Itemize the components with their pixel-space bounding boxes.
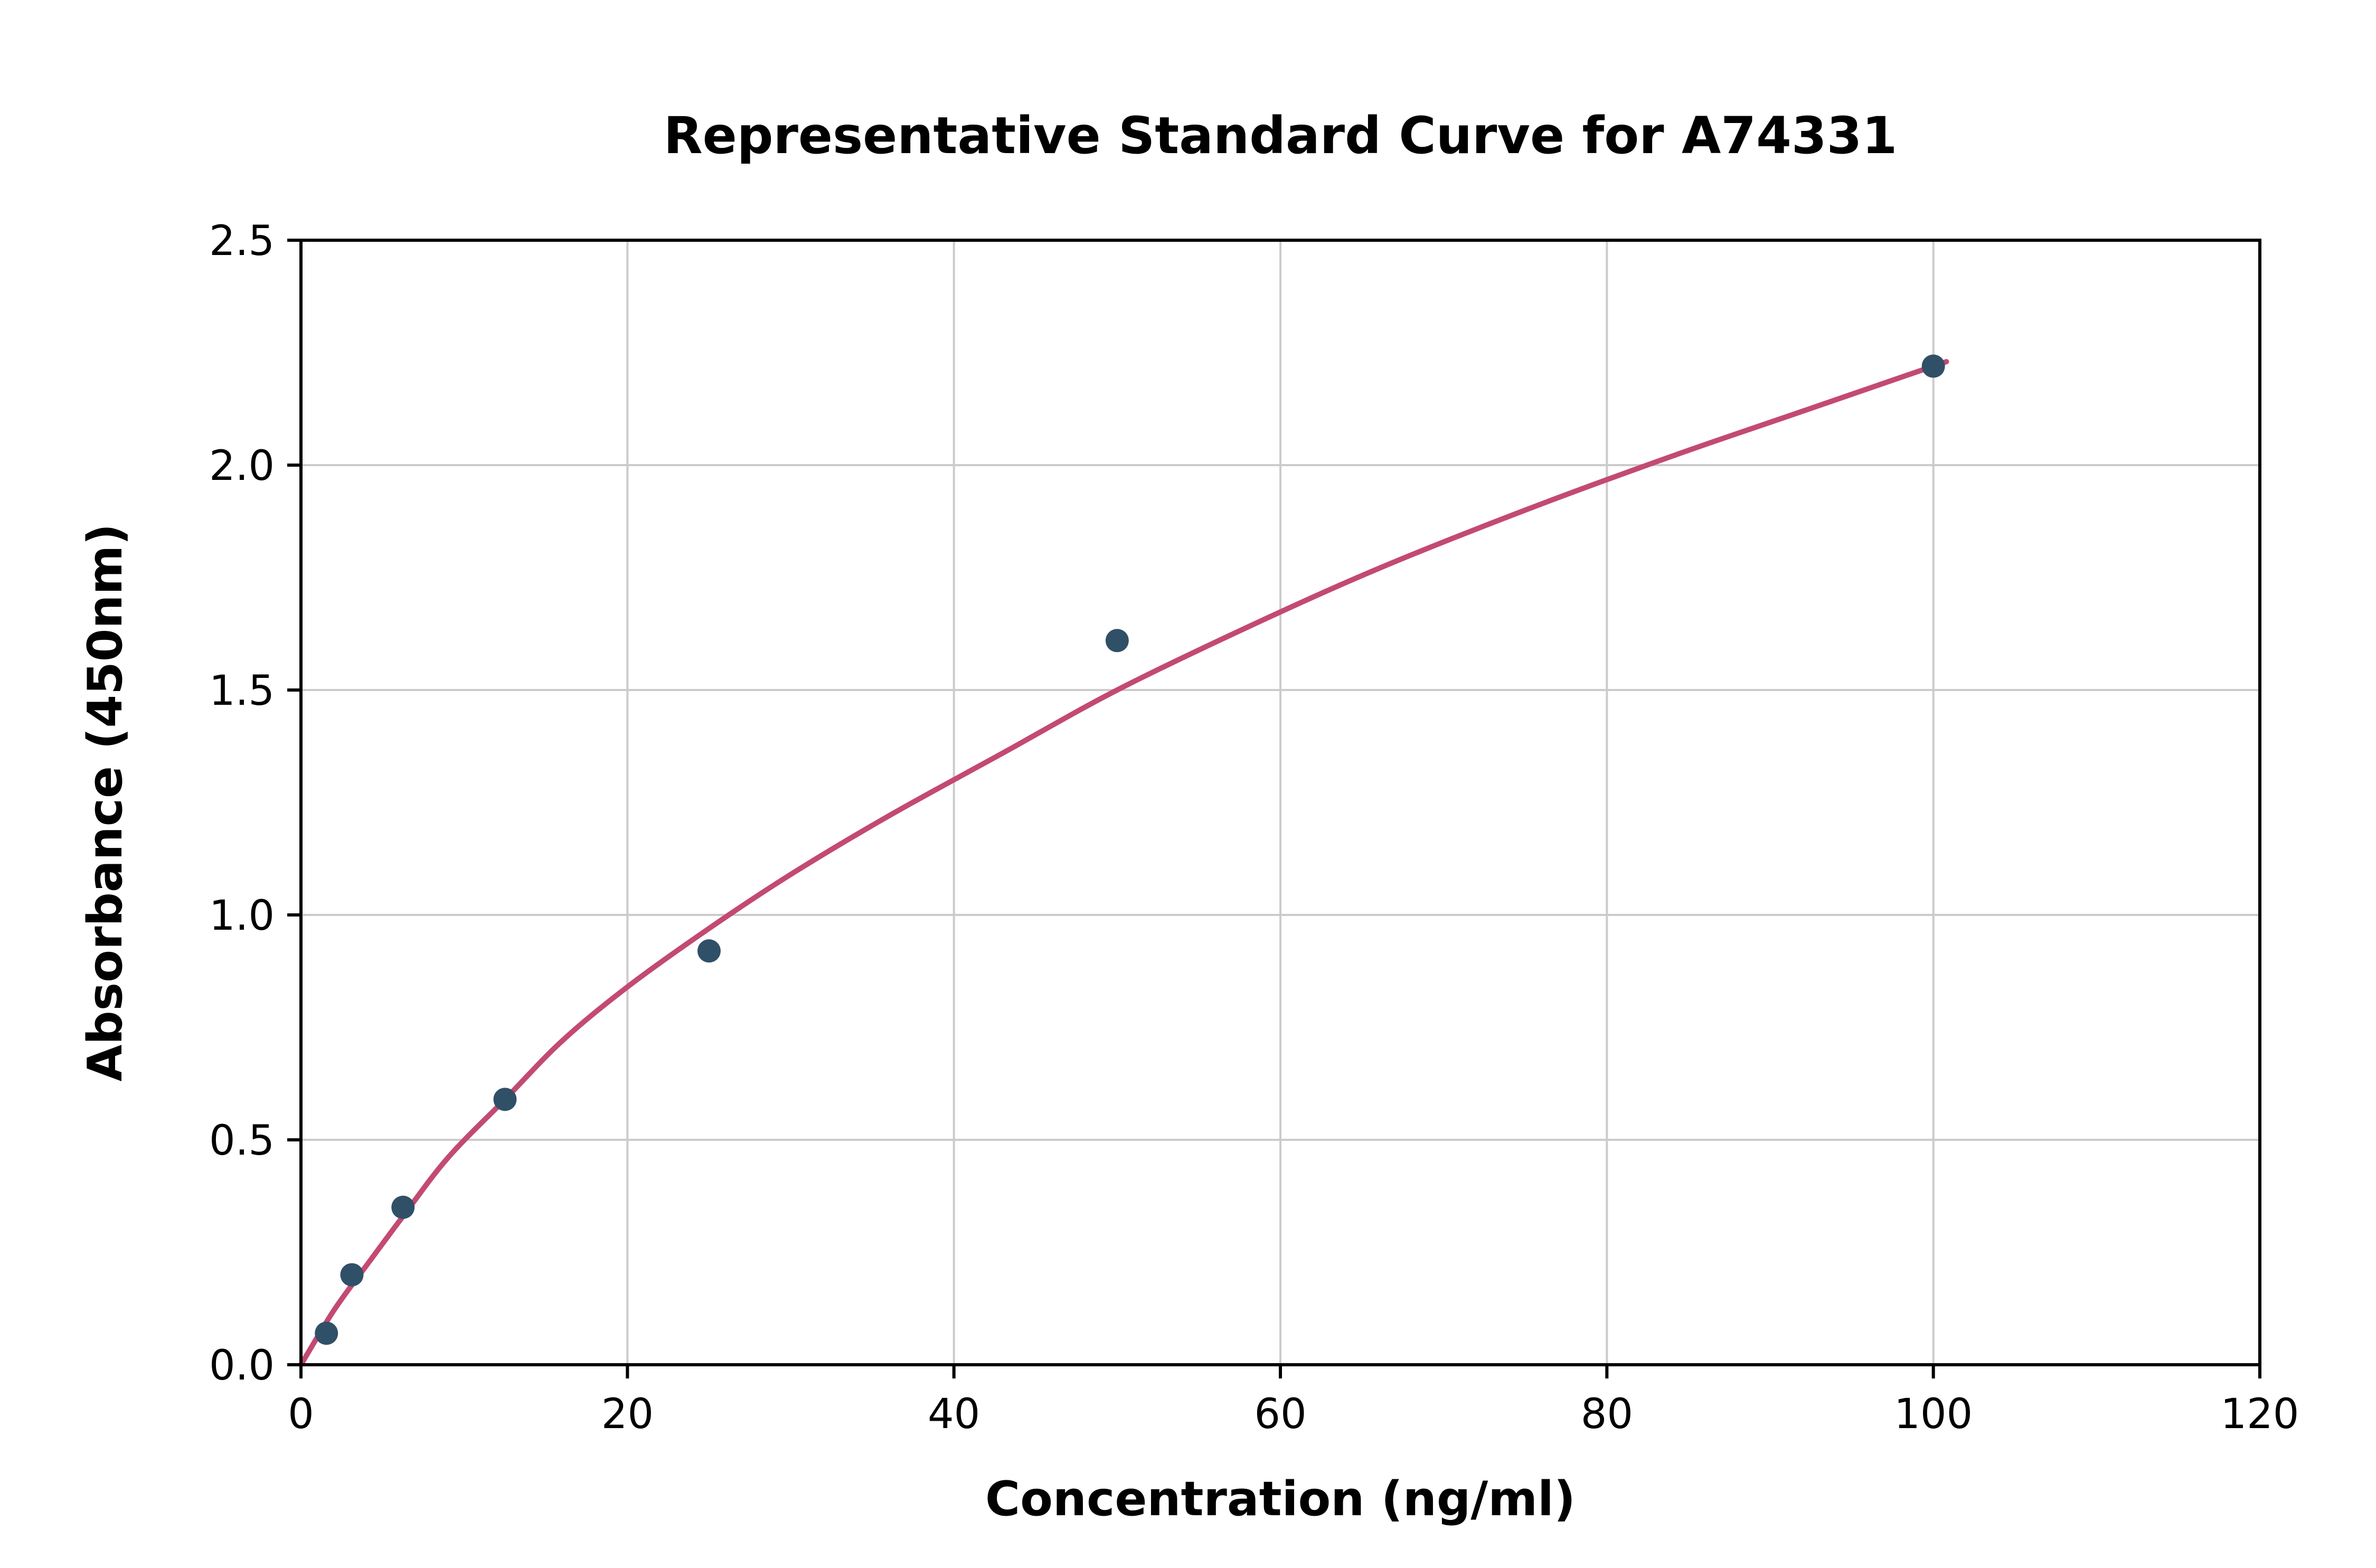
data-point (315, 1321, 338, 1345)
data-point (697, 939, 721, 963)
x-axis-label: Concentration (ng/ml) (985, 1471, 1576, 1527)
data-point (391, 1195, 415, 1219)
x-tick-label: 40 (928, 1391, 980, 1438)
data-point (1105, 629, 1129, 653)
tick-labels: 0 20 40 60 80 100 120 0.0 0.5 1.0 1.5 2.0 2.5 (209, 218, 2299, 1438)
x-tick-label: 20 (601, 1391, 654, 1438)
y-tick-label: 1.0 (209, 892, 275, 940)
data-point (340, 1263, 364, 1287)
x-tick-label: 80 (1581, 1391, 1633, 1438)
standard-curve-line (298, 359, 1949, 1367)
y-tick-label: 0.0 (209, 1342, 275, 1390)
axes-and-ticks (287, 239, 2261, 1378)
x-tick-label: 100 (1894, 1391, 1973, 1438)
y-tick-label: 1.5 (209, 667, 275, 715)
data-point (493, 1088, 517, 1111)
data-points (315, 354, 1945, 1345)
y-axis-label: Absorbance (450nm) (78, 524, 133, 1082)
chart-title: Representative Standard Curve for A74331 (664, 106, 1898, 165)
x-tick-label: 60 (1254, 1391, 1306, 1438)
data-point (1921, 354, 1945, 378)
x-tick-label: 120 (2221, 1391, 2299, 1438)
y-tick-label: 0.5 (209, 1117, 275, 1165)
fit-curve (298, 359, 1949, 1367)
y-tick-label: 2.5 (209, 218, 275, 265)
grid-lines (300, 239, 2261, 1366)
y-tick-label: 2.0 (209, 442, 275, 490)
x-tick-label: 0 (288, 1391, 314, 1438)
